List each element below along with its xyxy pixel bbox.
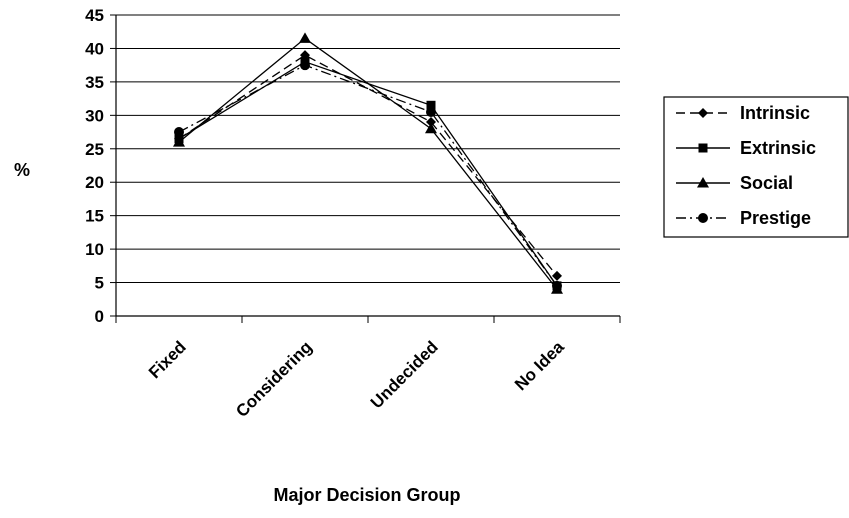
gridlines [116,14,620,284]
series-prestige [174,60,562,291]
legend-box [663,96,849,238]
series-line [178,37,558,290]
x-axis-label: Major Decision Group [273,485,460,505]
x-tick-labels: Fixed Considering Undecided No Idea [145,337,568,421]
legend: Intrinsic Extrinsic Social Prestige [663,96,849,238]
y-tick-label: 45 [85,6,104,25]
legend-label: Prestige [740,208,811,228]
legend-label: Extrinsic [740,138,816,158]
marker-circle [174,127,184,138]
marker-diamond [426,117,436,128]
y-tick-label: 30 [85,106,104,125]
marker-triangle [299,32,311,43]
legend-item-social: Social [676,173,793,193]
legend-label: Intrinsic [740,103,810,123]
marker-square [426,100,436,110]
x-tick-label: Fixed [145,337,190,382]
marker-diamond [698,108,708,118]
y-tick-label: 0 [95,307,104,326]
y-axis-label: % [14,160,30,180]
y-tick-label: 35 [85,73,104,92]
legend-item-extrinsic: Extrinsic [676,138,816,158]
y-tick-label: 25 [85,140,104,159]
marker-circle [698,213,708,223]
series-intrinsic [174,50,562,281]
legend-label: Social [740,173,793,193]
y-tick-label: 10 [85,240,104,259]
marker-circle [552,280,562,291]
y-tick-label: 20 [85,173,104,192]
marker-triangle [425,122,437,134]
marker-triangle [173,136,185,147]
marker-square [698,143,708,153]
x-tick-label: Undecided [367,337,442,412]
y-tick-label: 15 [85,207,104,226]
series-lines [173,32,563,294]
y-tick-label: 40 [85,39,104,58]
legend-item-prestige: Prestige [676,208,811,228]
marker-circle [300,60,310,71]
x-tick-label: Considering [232,337,316,421]
y-tick-labels: 0 5 10 15 20 25 30 35 40 45 [85,6,104,326]
x-tick-label: No Idea [511,337,568,394]
marker-diamond [552,270,562,281]
marker-triangle [697,177,709,188]
series-extrinsic [174,57,562,291]
series-line [178,64,558,287]
marker-circle [426,106,436,117]
y-tick-label: 5 [95,274,104,293]
legend-item-intrinsic: Intrinsic [676,103,810,123]
axes [110,14,621,323]
series-social [173,32,563,294]
